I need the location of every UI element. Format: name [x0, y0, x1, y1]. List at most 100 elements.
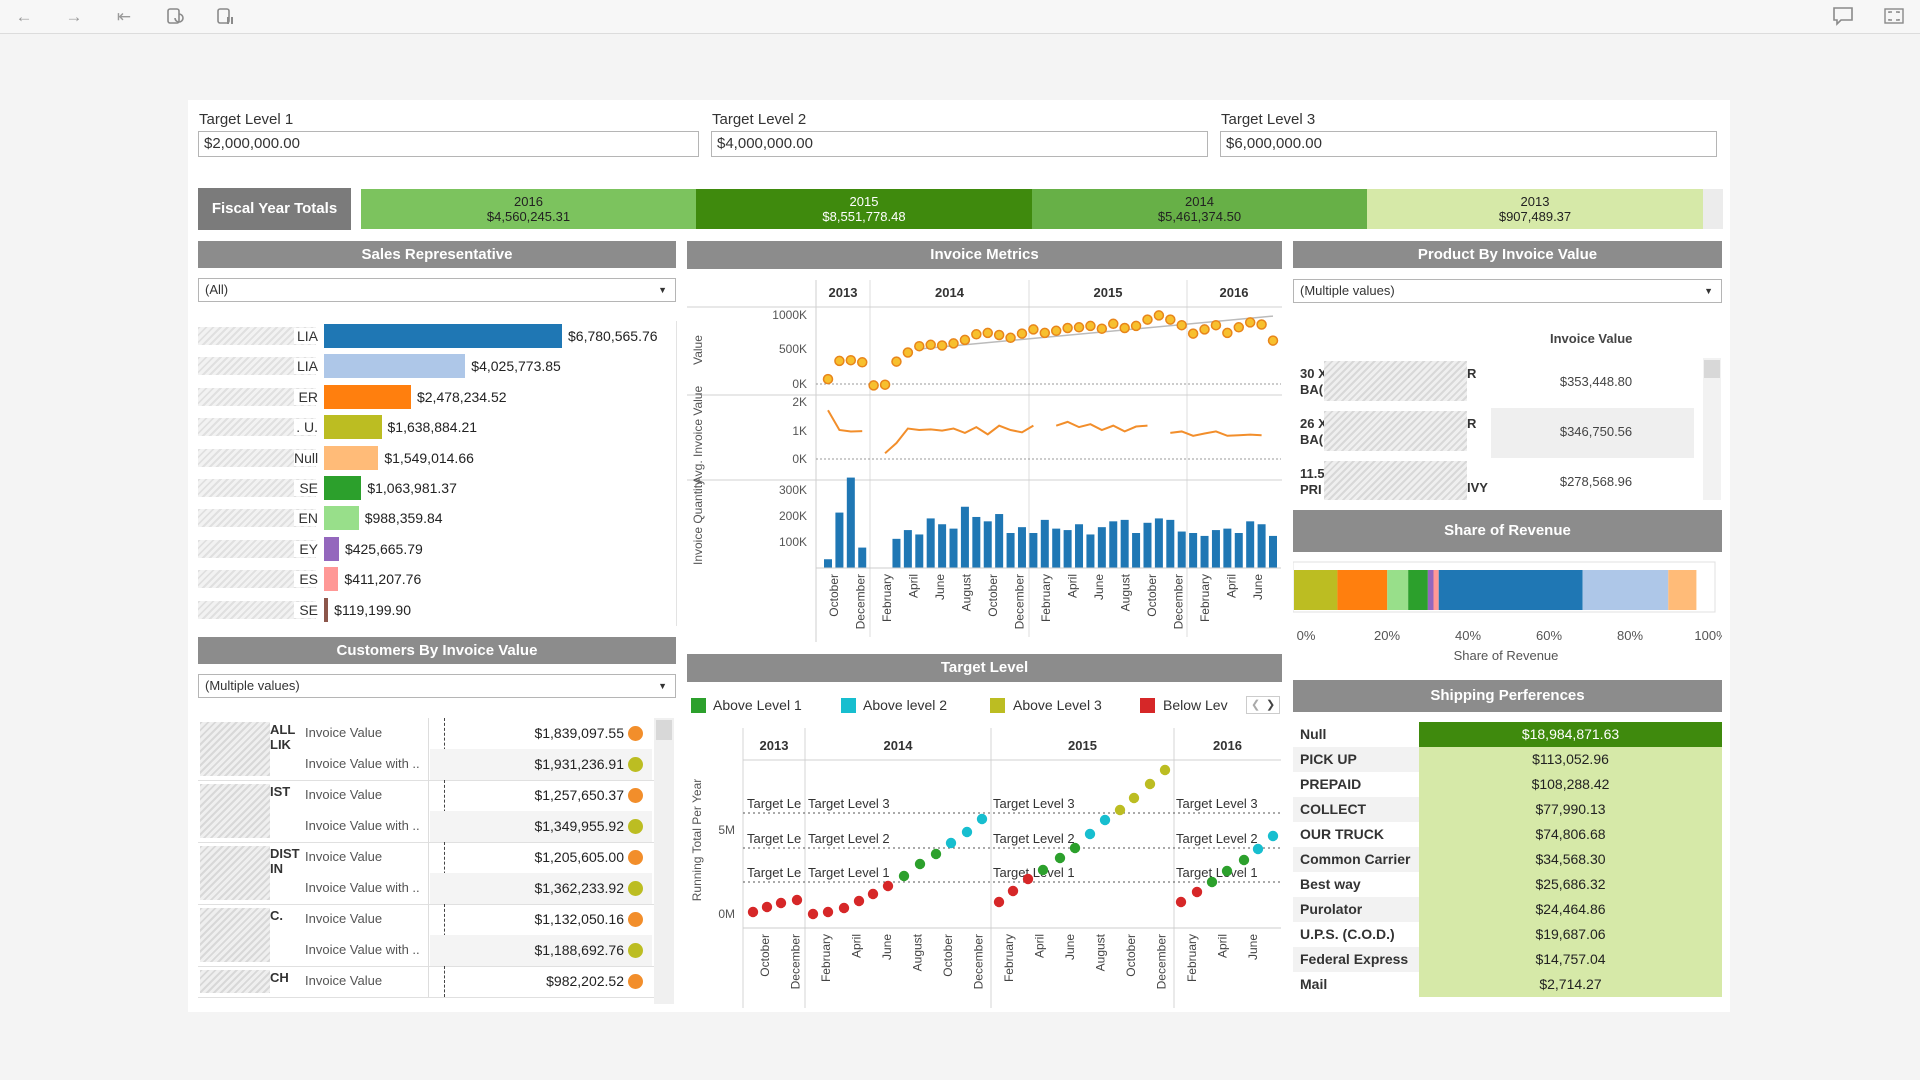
- shipping-method[interactable]: Best way: [1300, 876, 1361, 892]
- sales-rep-row[interactable]: . U. $1,638,884.21: [198, 412, 678, 442]
- fullscreen-icon[interactable]: [1883, 6, 1905, 28]
- shipping-method[interactable]: COLLECT: [1293, 797, 1419, 822]
- sales-rep-row[interactable]: EY $425,665.79: [198, 534, 678, 564]
- target-level-2-input[interactable]: $4,000,000.00: [711, 131, 1208, 157]
- product-filter[interactable]: (Multiple values) ▼: [1293, 279, 1722, 303]
- shipping-method[interactable]: Common Carrier: [1293, 847, 1419, 872]
- sales-rep-bar[interactable]: [324, 384, 411, 409]
- shipping-method[interactable]: OUR TRUCK: [1300, 826, 1384, 842]
- tick-label: 80%: [1617, 628, 1643, 643]
- shipping-value[interactable]: $25,686.32: [1419, 872, 1722, 897]
- shipping-value[interactable]: $19,687.06: [1419, 922, 1722, 947]
- sales-rep-bar[interactable]: [324, 476, 362, 500]
- refresh-icon[interactable]: [164, 6, 186, 28]
- reference-line-label: Target Level 1: [1176, 865, 1258, 880]
- sales-rep-row[interactable]: ES $411,207.76: [198, 564, 678, 594]
- customer-metric-dot[interactable]: [628, 943, 643, 958]
- fiscal-year-2013[interactable]: 2013 $907,489.37: [1367, 189, 1703, 229]
- customer-metric-dot[interactable]: [628, 850, 643, 865]
- shipping-method[interactable]: Mail: [1300, 976, 1328, 992]
- shipping-value[interactable]: $74,806.68: [1419, 822, 1722, 847]
- customer-group[interactable]: DIST IN Invoice Value $1,205,605.00 Invoice…: [198, 842, 654, 905]
- customers-scrollbar[interactable]: [654, 718, 674, 1004]
- month-label: June: [1251, 574, 1265, 600]
- product-row[interactable]: 30 X BA(R $353,448.80: [1293, 358, 1701, 408]
- sales-rep-bar[interactable]: [324, 324, 562, 348]
- shipping-value[interactable]: $24,464.86: [1419, 897, 1722, 922]
- invoice-value-point: [1142, 314, 1153, 325]
- comment-icon[interactable]: [1832, 6, 1854, 28]
- shipping-method[interactable]: Federal Express: [1293, 947, 1419, 972]
- fiscal-year-2016[interactable]: 2016 $4,560,245.31: [361, 189, 696, 229]
- shipping-method[interactable]: PICK UP: [1293, 747, 1419, 772]
- sales-rep-bar[interactable]: [324, 354, 466, 379]
- customer-metric-dot[interactable]: [628, 819, 643, 834]
- shipping-value[interactable]: $77,990.13: [1419, 797, 1722, 822]
- customer-metric-dot[interactable]: [628, 788, 643, 803]
- customer-name-suffix: C.: [270, 908, 283, 923]
- customer-group[interactable]: ALL LIK Invoice Value $1,839,097.55 Invoice…: [198, 718, 654, 781]
- shipping-method[interactable]: U.P.S. (C.O.D.): [1300, 926, 1395, 942]
- running-total-point: [1159, 764, 1171, 776]
- customer-name-redacted: [200, 846, 270, 900]
- customer-group[interactable]: CH Invoice Value $982,202.52: [198, 966, 654, 998]
- sales-rep-row[interactable]: SE $119,199.90: [198, 595, 678, 625]
- month-label: April: [850, 934, 864, 958]
- shipping-value[interactable]: $113,052.96: [1419, 747, 1722, 772]
- customers-filter[interactable]: (Multiple values) ▼: [198, 674, 676, 698]
- back-icon[interactable]: ←: [15, 7, 33, 26]
- customer-metric-dot[interactable]: [628, 974, 643, 989]
- customer-divider: [428, 904, 429, 966]
- sales-rep-bar[interactable]: [324, 445, 379, 470]
- revert-icon[interactable]: ⇤: [116, 7, 132, 26]
- month-label: June: [880, 934, 894, 960]
- shipping-value[interactable]: $34,568.30: [1419, 847, 1722, 872]
- year-header: 2013: [760, 738, 789, 753]
- shipping-method[interactable]: PREPAID: [1300, 776, 1362, 792]
- sales-rep-filter[interactable]: (All) ▼: [198, 278, 676, 302]
- fiscal-year-label: 2015: [849, 194, 879, 209]
- sales-rep-bar[interactable]: [324, 597, 329, 622]
- forward-icon[interactable]: →: [65, 7, 83, 26]
- invoice-value-point: [891, 356, 902, 367]
- invoice-value-point: [845, 354, 857, 366]
- legend-pager[interactable]: ❮ ❯: [1246, 696, 1280, 714]
- pause-updates-icon[interactable]: [214, 6, 236, 28]
- running-total-point: [1114, 804, 1126, 816]
- customer-metric-dot[interactable]: [628, 912, 643, 927]
- chevron-right-icon[interactable]: ❯: [1266, 699, 1276, 711]
- sales-rep-row[interactable]: Null $1,549,014.66: [198, 443, 678, 473]
- sales-rep-bar[interactable]: [324, 567, 339, 592]
- shipping-value[interactable]: $108,288.42: [1419, 772, 1722, 797]
- sales-rep-row[interactable]: ER $2,478,234.52: [198, 382, 678, 412]
- product-row[interactable]: 26 X BA(R $346,750.56: [1293, 408, 1701, 458]
- sales-rep-bar[interactable]: [324, 536, 339, 561]
- invoice-value-point: [1062, 322, 1073, 334]
- customer-metric-dot[interactable]: [628, 757, 643, 772]
- shipping-value[interactable]: $14,757.04: [1419, 947, 1722, 972]
- reference-line-label: Target Le: [747, 831, 801, 846]
- shipping-method[interactable]: Purolator: [1293, 897, 1419, 922]
- target-level-1-input[interactable]: $2,000,000.00: [198, 131, 699, 157]
- sales-rep-row[interactable]: SE $1,063,981.37: [198, 473, 678, 503]
- customer-metric-dot[interactable]: [628, 726, 643, 741]
- shipping-method[interactable]: Null: [1300, 726, 1327, 742]
- sales-rep-row[interactable]: LIA $4,025,773.85: [198, 351, 678, 381]
- product-row[interactable]: 11.5 PRI IVY $278,568.96: [1293, 458, 1701, 500]
- shipping-value[interactable]: $18,984,871.63: [1419, 722, 1722, 747]
- customer-metric-dot[interactable]: [628, 881, 643, 896]
- target-level-3-input[interactable]: $6,000,000.00: [1220, 131, 1717, 157]
- shipping-value[interactable]: $2,714.27: [1419, 972, 1722, 997]
- sales-rep-row[interactable]: LIA $6,780,565.76: [198, 321, 678, 351]
- customer-group[interactable]: IST Invoice Value $1,257,650.37 Invoice Val…: [198, 780, 654, 843]
- product-scrollbar[interactable]: [1703, 358, 1721, 500]
- invoice-value-point: [1165, 314, 1176, 325]
- sales-rep-bar[interactable]: [324, 506, 359, 531]
- sales-rep-bar[interactable]: [324, 415, 382, 440]
- chevron-left-icon[interactable]: ❮: [1251, 699, 1261, 711]
- customer-group[interactable]: C. Invoice Value $1,132,050.16 Invoice Valu…: [198, 904, 654, 967]
- fiscal-year-2014[interactable]: 2014 $5,461,374.50: [1032, 189, 1367, 229]
- sales-rep-row[interactable]: EN $988,359.84: [198, 503, 678, 533]
- fiscal-year-2015[interactable]: 2015 $8,551,778.48: [696, 189, 1032, 229]
- invoice-quantity-bar: [1234, 533, 1243, 568]
